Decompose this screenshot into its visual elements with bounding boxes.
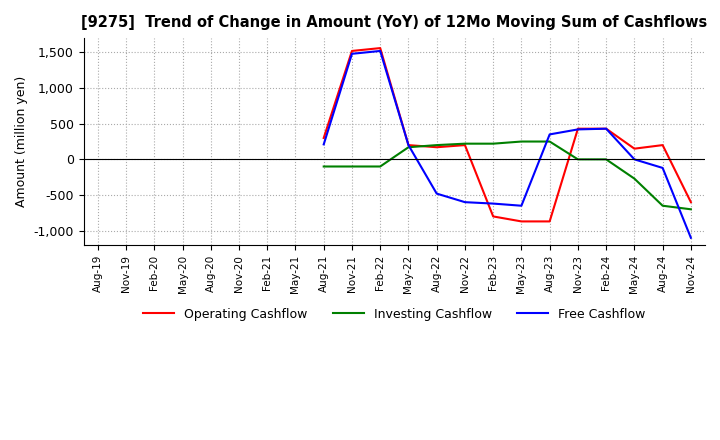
Operating Cashflow: [348, 48, 356, 54]
Operating Cashflow: [433, 145, 441, 150]
Operating Cashflow: [658, 143, 667, 148]
Investing Cashflow: [376, 164, 384, 169]
Investing Cashflow: [348, 164, 356, 169]
Free Cashflow: [320, 142, 328, 147]
Free Cashflow: [658, 165, 667, 171]
Investing Cashflow: [658, 203, 667, 209]
Free Cashflow: [687, 235, 696, 241]
Operating Cashflow: [320, 136, 328, 141]
Operating Cashflow: [574, 126, 582, 131]
Free Cashflow: [574, 127, 582, 132]
Title: [9275]  Trend of Change in Amount (YoY) of 12Mo Moving Sum of Cashflows: [9275] Trend of Change in Amount (YoY) o…: [81, 15, 708, 30]
Investing Cashflow: [574, 157, 582, 162]
Free Cashflow: [348, 51, 356, 56]
Free Cashflow: [433, 191, 441, 196]
Investing Cashflow: [320, 164, 328, 169]
Investing Cashflow: [404, 145, 413, 150]
Line: Free Cashflow: Free Cashflow: [324, 51, 691, 238]
Operating Cashflow: [404, 143, 413, 148]
Operating Cashflow: [517, 219, 526, 224]
Investing Cashflow: [602, 157, 611, 162]
Investing Cashflow: [461, 141, 469, 147]
Investing Cashflow: [630, 176, 639, 181]
Line: Investing Cashflow: Investing Cashflow: [324, 142, 691, 209]
Operating Cashflow: [461, 143, 469, 148]
Free Cashflow: [630, 157, 639, 162]
Operating Cashflow: [489, 214, 498, 219]
Legend: Operating Cashflow, Investing Cashflow, Free Cashflow: Operating Cashflow, Investing Cashflow, …: [138, 303, 651, 326]
Investing Cashflow: [433, 143, 441, 148]
Operating Cashflow: [630, 146, 639, 151]
Free Cashflow: [461, 199, 469, 205]
Operating Cashflow: [376, 45, 384, 51]
Investing Cashflow: [545, 139, 554, 144]
Operating Cashflow: [602, 126, 611, 131]
Operating Cashflow: [687, 199, 696, 205]
Free Cashflow: [602, 126, 611, 131]
Free Cashflow: [545, 132, 554, 137]
Free Cashflow: [404, 143, 413, 148]
Y-axis label: Amount (million yen): Amount (million yen): [15, 76, 28, 207]
Operating Cashflow: [545, 219, 554, 224]
Line: Operating Cashflow: Operating Cashflow: [324, 48, 691, 221]
Investing Cashflow: [489, 141, 498, 147]
Free Cashflow: [489, 201, 498, 206]
Free Cashflow: [517, 203, 526, 209]
Investing Cashflow: [687, 207, 696, 212]
Free Cashflow: [376, 48, 384, 54]
Investing Cashflow: [517, 139, 526, 144]
